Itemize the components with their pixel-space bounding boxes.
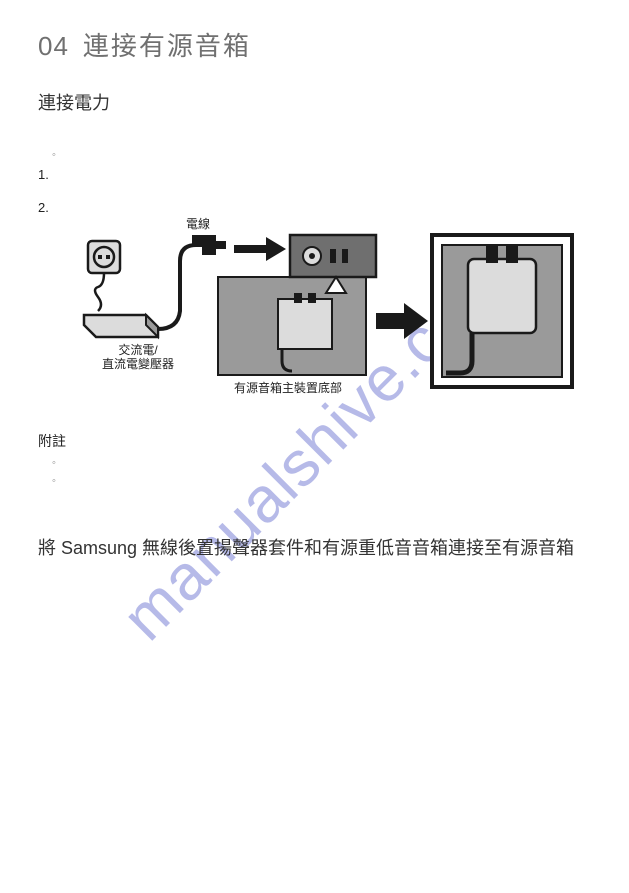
diagram-svg — [68, 221, 578, 401]
page-content: 04 連接有源音箱 連接電力 1. 2. 電線 交流電/ 直流電變壓器 有源音箱主… — [0, 0, 629, 592]
note-bullet-1 — [38, 457, 591, 467]
adapter-icon — [84, 315, 158, 337]
notes-label: 附註 — [38, 431, 591, 451]
closeup-frame-icon — [432, 235, 572, 387]
wall-outlet-icon — [88, 241, 120, 273]
step-2: 2. — [38, 200, 591, 215]
chapter-heading: 04 連接有源音箱 — [38, 26, 591, 63]
section-power-heading: 連接電力 — [38, 89, 591, 115]
step-1: 1. — [38, 167, 591, 182]
step-2-num: 2. — [38, 200, 62, 215]
intro-bullet — [38, 149, 591, 159]
arrow-right-icon — [234, 237, 286, 261]
soundbar-rear-icon — [218, 235, 376, 375]
note-bullet-2 — [38, 475, 591, 485]
section-wireless-heading: 將 Samsung 無線後置揚聲器套件和有源重低音音箱連接至有源音箱 — [38, 535, 591, 562]
connection-diagram: 電線 交流電/ 直流電變壓器 有源音箱主裝置底部 — [68, 221, 591, 421]
chapter-number: 04 — [38, 31, 69, 61]
arrow-right-large-icon — [376, 303, 428, 339]
chapter-title: 連接有源音箱 — [83, 31, 251, 61]
dc-plug-icon — [192, 235, 226, 255]
step-1-num: 1. — [38, 167, 62, 182]
